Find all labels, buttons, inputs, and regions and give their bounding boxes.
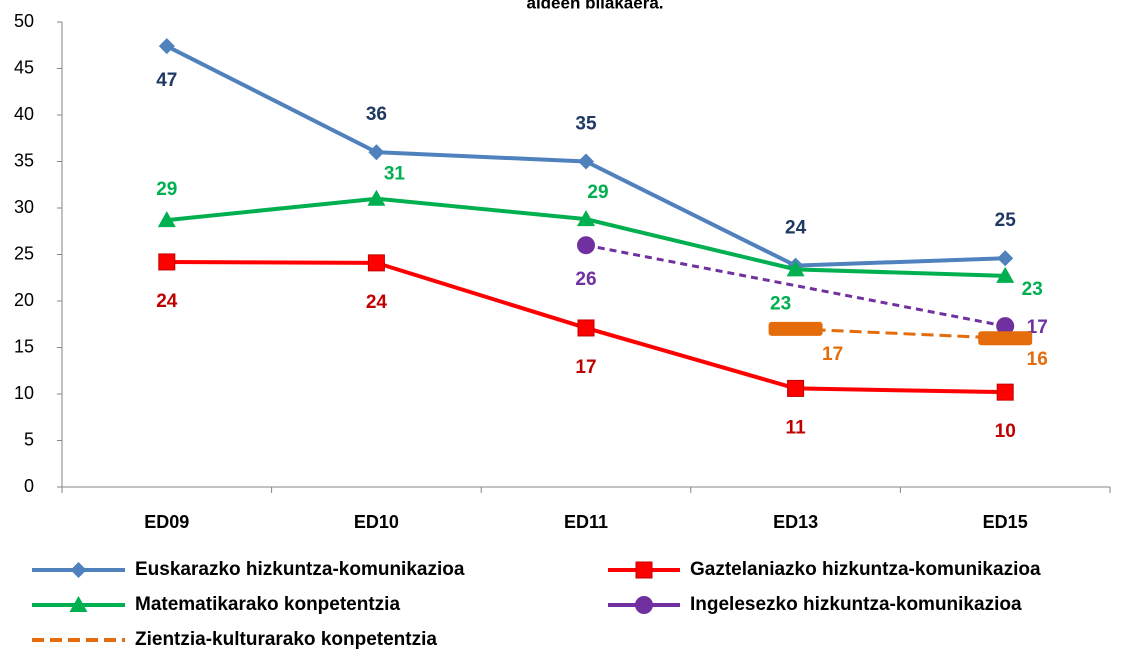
data-point [996,317,1015,336]
data-point [578,153,594,170]
y-tick-label: 0 [24,476,34,496]
x-tick-label: ED10 [354,512,399,532]
data-point [577,236,595,255]
series-line [585,243,1006,328]
data-label: 16 [1027,349,1048,370]
data-point [158,253,176,271]
x-tick-label: ED13 [773,512,818,532]
data-label: 47 [156,70,177,91]
data-label: 10 [995,421,1016,442]
legend-label: Ingelesezko hizkuntza-komunikazioa [690,594,1022,615]
data-point [158,38,175,55]
legend-label: Gaztelaniazko hizkuntza-komunikazioa [690,559,1041,580]
data-label: 25 [995,210,1017,231]
data-point [768,321,823,336]
y-tick-label: 30 [14,197,34,217]
x-tick-label: ED09 [144,512,189,532]
data-label: 11 [786,417,807,438]
data-point [368,144,385,161]
data-point [996,266,1015,283]
data-label: 17 [822,344,843,365]
data-point [367,254,385,272]
legend-marker [635,561,653,579]
data-point [577,210,595,227]
chart-title: aldeen bilakaera. [526,0,663,12]
y-tick-label: 10 [14,383,34,403]
x-tick-label: ED15 [983,512,1028,532]
legend-label: Matematikarako konpetentzia [135,594,400,615]
data-label: 29 [587,182,608,203]
data-point [996,383,1014,401]
y-tick-label: 5 [24,429,34,449]
y-tick-label: 35 [14,150,34,170]
data-label: 31 [384,164,406,185]
data-point [997,250,1014,267]
data-label: 24 [156,291,178,312]
data-point [367,189,386,206]
data-label: 35 [575,114,597,135]
data-point [577,319,595,337]
data-point [157,211,176,228]
legend-label: Euskarazko hizkuntza-komunikazioa [135,559,465,580]
data-label: 29 [156,179,177,200]
data-label: 26 [575,269,596,290]
y-tick-label: 45 [14,57,34,77]
y-tick-label: 15 [14,336,34,356]
series-line [795,327,1006,340]
data-point [786,260,805,277]
data-label: 36 [366,104,387,125]
data-label: 24 [785,218,807,239]
legend-marker [69,596,88,612]
data-label: 17 [575,357,596,378]
legend-marker [70,562,87,578]
data-label: 23 [1022,279,1043,300]
data-label: 24 [366,292,388,313]
y-tick-label: 25 [14,243,34,263]
x-tick-label: ED11 [564,512,608,532]
data-point [978,331,1033,346]
data-point [787,379,805,397]
y-tick-label: 50 [14,11,34,31]
legend-marker [635,596,653,614]
y-tick-label: 40 [14,104,34,124]
data-label: 17 [1027,317,1048,338]
data-label: 23 [770,293,791,314]
legend-label: Zientzia-kulturarako konpetentzia [135,629,437,650]
y-tick-label: 20 [14,290,34,310]
